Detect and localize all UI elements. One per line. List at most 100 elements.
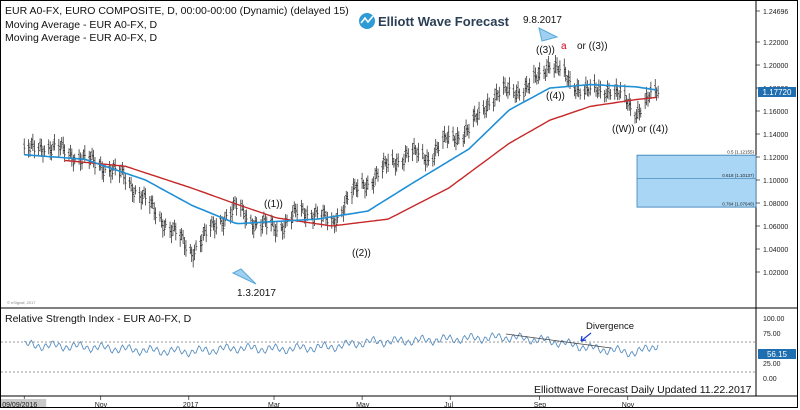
price-bar	[535, 74, 539, 85]
price-bar	[346, 191, 349, 205]
price-bar	[495, 83, 498, 101]
annotation-divergence: Divergence	[586, 321, 634, 332]
time-tick-label: May	[356, 402, 370, 408]
price-bar	[435, 141, 439, 154]
price-bar	[43, 145, 46, 157]
price-bar	[151, 195, 154, 209]
price-bar	[181, 229, 185, 244]
time-tick-label: Mar	[268, 402, 281, 408]
price-bar	[437, 142, 440, 157]
price-bar	[496, 90, 500, 101]
price-bar	[404, 145, 407, 163]
price-bar	[362, 179, 365, 189]
price-bar	[431, 154, 435, 167]
price-bar	[487, 97, 491, 111]
rsi-tick-label: 100.00	[763, 316, 785, 323]
price-bar	[314, 203, 318, 218]
study-label-2: Moving Average - EUR A0-FX, D	[5, 32, 158, 44]
price-bar	[62, 136, 65, 155]
price-bar	[345, 190, 348, 204]
price-bar	[235, 197, 238, 216]
price-bar	[576, 78, 579, 97]
price-bar	[586, 80, 589, 97]
price-bar	[373, 167, 377, 186]
price-bar	[220, 216, 224, 232]
price-tick-label: 1.10000	[763, 178, 788, 185]
price-bar	[63, 144, 66, 162]
price-bar	[372, 176, 375, 194]
price-bar	[646, 91, 650, 107]
price-bar	[272, 220, 276, 236]
moving-average-red-line	[64, 96, 657, 227]
price-bar	[391, 149, 394, 166]
price-bar	[512, 83, 515, 98]
price-bar	[542, 65, 546, 80]
price-bar	[352, 178, 355, 196]
rsi-tick-label: 25.00	[763, 361, 781, 368]
rsi-value-badge: 56.15	[758, 349, 796, 359]
price-bar	[587, 87, 591, 97]
price-bar	[395, 153, 398, 172]
price-bar	[457, 131, 461, 145]
price-bar	[154, 207, 157, 225]
price-bar	[567, 70, 570, 88]
price-bar	[498, 86, 501, 102]
price-bar	[261, 215, 264, 234]
price-bar	[401, 157, 404, 170]
price-bar	[415, 147, 419, 163]
price-bar	[128, 176, 131, 189]
price-bar	[164, 218, 167, 229]
time-tick-label: Nov	[95, 402, 108, 408]
annotation-date-top: 9.8.2017	[523, 15, 562, 26]
price-bar	[628, 93, 631, 111]
price-bar	[451, 126, 455, 142]
price-bar	[633, 111, 637, 124]
price-bar	[269, 214, 273, 232]
price-bar	[503, 77, 507, 94]
price-bar	[558, 60, 562, 77]
annotation-wave-2: ((2))	[352, 248, 371, 259]
price-bar	[441, 130, 445, 149]
price-bar	[168, 221, 172, 239]
price-bar	[407, 148, 410, 163]
price-bar	[204, 224, 208, 243]
price-bar	[274, 223, 277, 243]
price-bar	[434, 139, 437, 157]
price-bar	[443, 125, 446, 143]
price-bar	[163, 220, 166, 236]
price-bar	[225, 209, 228, 220]
moving-average-blue-line	[24, 83, 657, 225]
logo-text: Elliott Wave Forecast	[378, 14, 510, 29]
annotation-wave-4: ((4))	[546, 91, 565, 102]
price-bar	[467, 123, 471, 139]
price-bar	[171, 221, 175, 237]
price-bar	[321, 204, 325, 223]
price-bar	[355, 182, 358, 197]
price-bar	[342, 204, 345, 222]
price-bar	[301, 202, 305, 214]
price-bar	[382, 152, 385, 170]
price-bar	[189, 243, 192, 255]
price-bar	[303, 208, 306, 224]
price-bar	[477, 101, 481, 121]
price-bar	[405, 146, 409, 159]
price-bar	[202, 227, 205, 241]
price-bar	[447, 125, 450, 144]
price-tick-label: 1.20000	[763, 63, 788, 70]
price-bar	[492, 98, 495, 112]
price-bar	[412, 137, 416, 155]
fib-box	[636, 154, 757, 208]
price-bar	[50, 144, 53, 161]
price-bar	[82, 149, 85, 160]
price-bar	[304, 208, 307, 228]
price-bar	[158, 211, 162, 222]
price-tick-label: 1.12000	[763, 155, 788, 162]
price-bar	[51, 140, 55, 151]
price-bar	[243, 210, 247, 229]
price-bar	[118, 164, 121, 183]
price-bar	[326, 211, 329, 231]
price-bar	[604, 88, 608, 103]
price-bar	[57, 138, 61, 158]
price-bar	[293, 201, 296, 214]
price-bar	[548, 61, 552, 74]
